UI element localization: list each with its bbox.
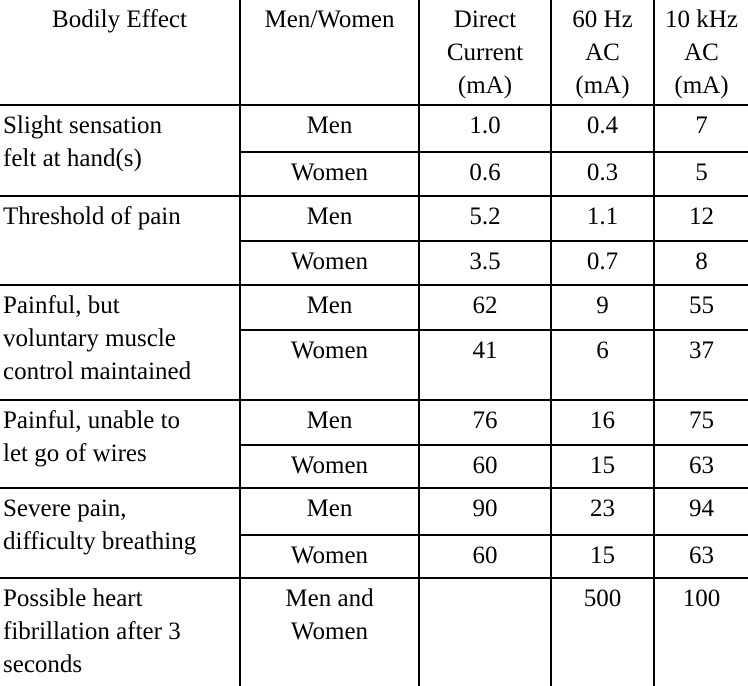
value-cell-60hz-ac: 15: [550, 534, 654, 578]
value-cell-direct-current: 76: [418, 399, 551, 445]
column-header-men-women: Men/Women: [239, 0, 419, 105]
table-row-fibrillation: Possible heart fibrillation after 3 seco…: [0, 577, 748, 686]
sex-cell: Women: [239, 151, 419, 196]
value-cell-10khz-ac: 5: [653, 151, 748, 196]
table-row-unable-letgo-women: Women 60 15 63: [0, 444, 748, 488]
value-cell-direct-current: 60: [418, 534, 551, 578]
value-cell-60hz-ac: 1.1: [550, 195, 654, 241]
effect-cell: Painful, unable to let go of wires: [0, 399, 240, 488]
value-cell-60hz-ac: 15: [550, 444, 654, 488]
value-cell-60hz-ac: 23: [550, 487, 654, 535]
column-header-60hz-ac: 60 Hz AC (mA): [550, 0, 654, 105]
table-row-severe-pain-women: Women 60 15 63: [0, 534, 748, 578]
value-cell-60hz-ac: 6: [550, 329, 654, 400]
table-row-slight-sensation-women: Women 0.6 0.3 5: [0, 151, 748, 196]
value-cell-60hz-ac: 0.4: [550, 104, 654, 152]
value-cell-direct-current: 5.2: [418, 195, 551, 241]
value-cell-direct-current: 60: [418, 444, 551, 488]
value-cell-60hz-ac: 0.3: [550, 151, 654, 196]
sex-cell: Men: [239, 399, 419, 445]
table-row-painful-voluntary-women: Women 41 6 37: [0, 329, 748, 400]
value-cell-10khz-ac: 63: [653, 534, 748, 578]
value-cell-60hz-ac: 16: [550, 399, 654, 445]
value-cell-10khz-ac: 100: [653, 577, 748, 686]
table-row-threshold-pain-men: Threshold of pain Men 5.2 1.1 12: [0, 195, 748, 285]
value-cell-10khz-ac: 37: [653, 329, 748, 400]
effect-cell: Severe pain, difficulty breathing: [0, 487, 240, 578]
sex-cell: Men: [239, 487, 419, 535]
sex-cell: Women: [239, 240, 419, 285]
column-header-direct-current: Direct Current (mA): [418, 0, 551, 105]
column-header-bodily-effect: Bodily Effect: [52, 6, 187, 33]
sex-cell: Men and Women: [239, 577, 419, 686]
value-cell-direct-current: 90: [418, 487, 551, 535]
value-cell-10khz-ac: 55: [653, 284, 748, 330]
sex-cell: Men: [239, 104, 419, 152]
sex-cell: Men: [239, 195, 419, 241]
effect-cell: Possible heart fibrillation after 3 seco…: [0, 577, 240, 686]
column-header-10khz-ac: 10 kHz AC (mA): [653, 0, 748, 105]
sex-cell: Women: [239, 444, 419, 488]
value-cell-direct-current: 3.5: [418, 240, 551, 285]
value-cell-10khz-ac: 12: [653, 195, 748, 241]
table-row-threshold-pain-women: Women 3.5 0.7 8: [0, 240, 748, 285]
header-row: Bodily Effect Men/Women Direct Current (…: [0, 0, 748, 105]
value-cell-60hz-ac: 9: [550, 284, 654, 330]
value-cell-10khz-ac: 63: [653, 444, 748, 488]
effect-cell: Slight sensation felt at hand(s): [0, 104, 240, 196]
sex-cell: Women: [239, 534, 419, 578]
value-cell-direct-current: 1.0: [418, 104, 551, 152]
table-row-painful-voluntary-men: Painful, but voluntary muscle control ma…: [0, 284, 748, 400]
value-cell-10khz-ac: 75: [653, 399, 748, 445]
value-cell-direct-current: [418, 577, 551, 686]
effect-cell: Threshold of pain: [0, 195, 240, 285]
value-cell-10khz-ac: 94: [653, 487, 748, 535]
effect-cell: Painful, but voluntary muscle control ma…: [0, 284, 240, 400]
value-cell-60hz-ac: 500: [550, 577, 654, 686]
value-cell-direct-current: 62: [418, 284, 551, 330]
table-row-unable-letgo-men: Painful, unable to let go of wires Men 7…: [0, 399, 748, 488]
value-cell-60hz-ac: 0.7: [550, 240, 654, 285]
table-row-severe-pain-men: Severe pain, difficulty breathing Men 90…: [0, 487, 748, 578]
value-cell-direct-current: 41: [418, 329, 551, 400]
value-cell-10khz-ac: 8: [653, 240, 748, 285]
value-cell-10khz-ac: 7: [653, 104, 748, 152]
sex-cell: Women: [239, 329, 419, 400]
sex-cell: Men: [239, 284, 419, 330]
value-cell-direct-current: 0.6: [418, 151, 551, 196]
table-row-slight-sensation-men: Slight sensation felt at hand(s) Men 1.0…: [0, 104, 748, 196]
